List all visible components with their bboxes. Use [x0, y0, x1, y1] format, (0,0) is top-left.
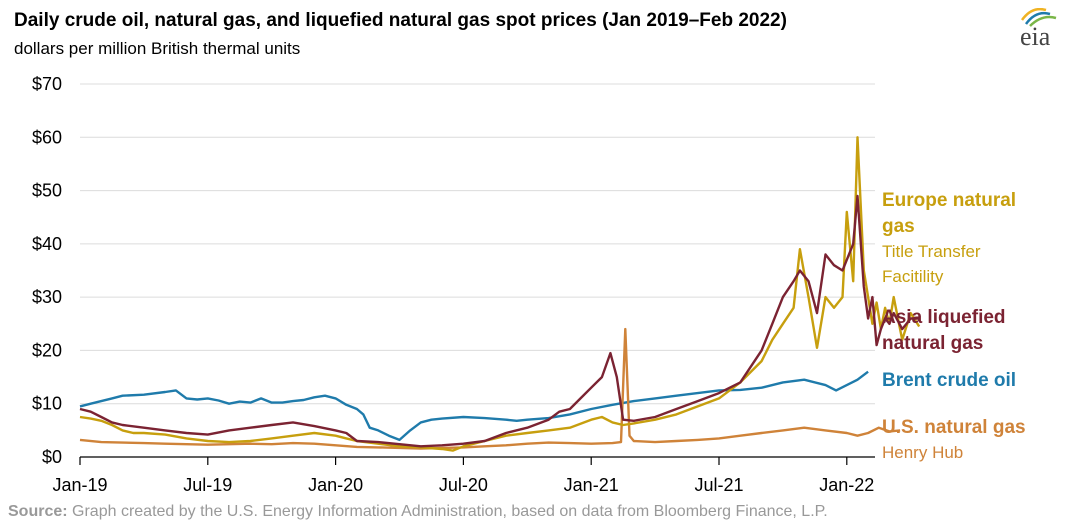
x-tick-label: Jan-22 — [819, 475, 874, 495]
x-tick-label: Jul-21 — [694, 475, 743, 495]
series-lines — [79, 136, 921, 452]
y-axis-ticks: $0 $10 $20 $30 $40 $50 $60 $70 — [32, 74, 62, 467]
series-label: U.S. natural gas — [882, 417, 1026, 438]
eia-logo-icon — [1020, 7, 1057, 27]
series-label: natural gas — [882, 333, 983, 354]
eia-logo: eia — [1020, 7, 1072, 52]
x-tick-label: Jan-19 — [52, 475, 107, 495]
y-tick-label: $60 — [32, 127, 62, 147]
x-tick-label: Jul-20 — [439, 475, 488, 495]
series-label: Europe natural — [882, 190, 1016, 211]
source-note: Source: Graph created by the U.S. Energy… — [8, 503, 828, 521]
y-tick-label: $10 — [32, 394, 62, 414]
series-label: Asia liquefied — [882, 307, 1006, 328]
y-tick-label: $30 — [32, 287, 62, 307]
series-line-u-s-natural-gas — [79, 327, 901, 450]
x-tick-label: Jan-21 — [564, 475, 619, 495]
y-tick-label: $20 — [32, 340, 62, 360]
series-line-europe-natural-gas — [79, 136, 921, 452]
source-label: Source: — [8, 503, 68, 520]
y-tick-label: $40 — [32, 234, 62, 254]
x-tick-label: Jul-19 — [183, 475, 232, 495]
series-label: gas — [882, 216, 915, 237]
source-text: Graph created by the U.S. Energy Informa… — [72, 503, 828, 520]
eia-logo-text: eia — [1020, 22, 1051, 51]
x-axis: Jan-19 Jul-19 Jan-20 Jul-20 Jan-21 Jul-21 Jan-… — [52, 456, 875, 495]
chart-subtitle: dollars per million British thermal unit… — [14, 39, 301, 58]
series-labels: Brent crude oil Europe natural gas Title Tr… — [882, 190, 1026, 462]
y-tick-label: $70 — [32, 74, 62, 94]
series-line-brent-crude-oil — [79, 370, 869, 442]
series-line-asia-liquefied-natural-gas — [79, 194, 920, 448]
x-tick-label: Jan-20 — [308, 475, 363, 495]
series-label: Title Transfer — [882, 242, 981, 261]
chart-title: Daily crude oil, natural gas, and liquef… — [14, 10, 787, 31]
series-label: Facitility — [882, 267, 944, 286]
series-label: Brent crude oil — [882, 370, 1016, 391]
y-tick-label: $50 — [32, 181, 62, 201]
y-tick-label: $0 — [42, 447, 62, 467]
series-label: Henry Hub — [882, 443, 963, 462]
gridlines — [80, 83, 875, 405]
